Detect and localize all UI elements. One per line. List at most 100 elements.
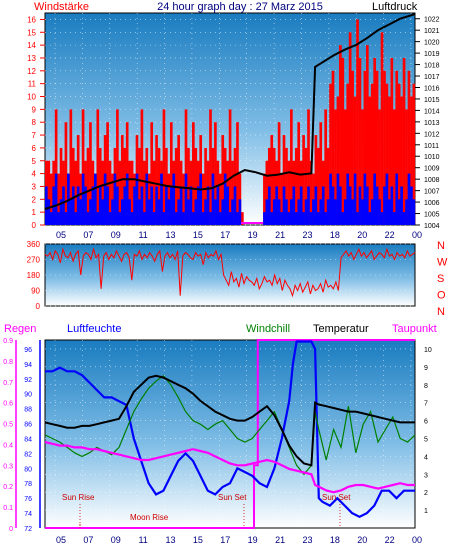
mean-bar (62, 186, 65, 225)
temperature-y-ticks: 1 2 3 4 5 6 7 8 9 10 (424, 347, 432, 515)
wind-axis-label: Windstärke (34, 1, 89, 13)
direction-tick-label: 360 (27, 240, 41, 249)
mean-bar (361, 199, 364, 225)
mean-bar (147, 199, 151, 225)
gust-bar (150, 122, 154, 225)
humidity-tick-label: 82 (24, 451, 32, 458)
temperature-tick-label: 2 (424, 490, 428, 497)
mean-bar (388, 199, 391, 225)
wind-tick-label: 14 (27, 41, 36, 50)
rain-tick-label: 0.2 (3, 484, 13, 491)
wind-x-tick-label: 17 (220, 230, 230, 240)
temperature-x-tick-label: 05 (56, 535, 66, 545)
mean-bar (319, 199, 323, 225)
pressure-tick-label: 1016 (424, 85, 440, 92)
humidity-tick-label: 78 (24, 481, 32, 488)
gust-bar (214, 122, 217, 225)
mean-bar (130, 212, 134, 225)
gust-bar (184, 109, 188, 225)
mean-bar (160, 173, 163, 225)
pressure-tick-label: 1004 (424, 223, 440, 230)
mean-bar (204, 199, 207, 225)
gust-bar (290, 109, 293, 225)
wind-x-tick-label: 09 (111, 230, 121, 240)
gust-bar (204, 147, 207, 225)
mean-bar (169, 186, 173, 225)
mean-bar (383, 186, 386, 225)
gust-bar (69, 109, 73, 225)
gust-bar (309, 160, 313, 225)
gust-bar (130, 160, 134, 225)
gust-bar (348, 32, 352, 225)
gust-bar (169, 122, 173, 225)
mean-bar (162, 212, 166, 225)
gust-bar (187, 147, 190, 225)
pressure-tick-label: 1006 (424, 200, 440, 207)
gust-bar (410, 96, 413, 226)
temperature-x-tick-label: 07 (83, 535, 93, 545)
direction-tick-label: 90 (31, 287, 40, 296)
gust-bar (162, 109, 166, 225)
mean-bar (402, 212, 406, 225)
gust-bar (116, 109, 119, 225)
mean-bar (216, 186, 220, 225)
mean-bar (270, 212, 274, 225)
gust-bar (270, 135, 274, 225)
gust-bar (324, 109, 327, 225)
mean-bar (209, 212, 212, 225)
rain-tick-label: 0.8 (3, 359, 13, 366)
wind-x-tick-label: 20 (357, 230, 367, 240)
wind-x-tick-label: 00 (412, 230, 422, 240)
mean-bar (277, 199, 281, 225)
mean-bar (184, 173, 188, 225)
gust-bar (392, 109, 396, 225)
pressure-tick-label: 1011 (424, 143, 439, 150)
mean-bar (395, 173, 399, 225)
mean-bar (282, 186, 286, 225)
gust-bar (209, 109, 212, 225)
mean-bar (321, 186, 325, 225)
gust-bar (287, 160, 291, 225)
gust-bar (218, 173, 222, 225)
mean-bar (304, 199, 308, 225)
gust-bar (358, 57, 362, 225)
temperature-x-tick-label: 22 (385, 535, 395, 545)
mean-bar (385, 173, 389, 225)
mean-bar (400, 186, 403, 225)
mean-bar (74, 212, 78, 225)
mean-bar (199, 173, 203, 225)
direction-tick-label: 0 (36, 302, 41, 311)
mean-bar (223, 173, 227, 225)
wind-x-tick-label: 07 (83, 230, 93, 240)
humidity-tick-label: 88 (24, 407, 32, 414)
mean-bar (192, 212, 195, 225)
gust-bar (152, 160, 156, 225)
mean-bar (145, 173, 149, 225)
gust-bar (331, 70, 335, 225)
gust-bar (395, 70, 399, 225)
mean-bar (194, 199, 198, 225)
gust-bar (314, 135, 318, 225)
mean-bar (326, 199, 330, 225)
gust-bar (140, 109, 144, 225)
mean-bar (118, 212, 122, 225)
gust-bar (177, 135, 180, 225)
gust-bar (373, 57, 376, 225)
gust-bar (101, 160, 105, 225)
pressure-tick-label: 1014 (424, 108, 440, 115)
mean-bar (101, 199, 105, 225)
mean-bar (47, 199, 51, 225)
mean-bar (412, 199, 416, 225)
compass-label: O (437, 290, 446, 302)
rain-tick-label: 0 (9, 526, 13, 533)
gust-bar (108, 160, 112, 225)
mean-bar (292, 186, 296, 225)
temperature-x-tick-label: 13 (166, 535, 176, 545)
direction-series (44, 247, 416, 298)
wind-tick-label: 4 (32, 170, 37, 179)
gust-bar (402, 57, 406, 225)
temperature-x-tick-label: 00 (412, 535, 422, 545)
legend-label: Temperatur (313, 323, 369, 335)
gust-bar (380, 32, 384, 225)
